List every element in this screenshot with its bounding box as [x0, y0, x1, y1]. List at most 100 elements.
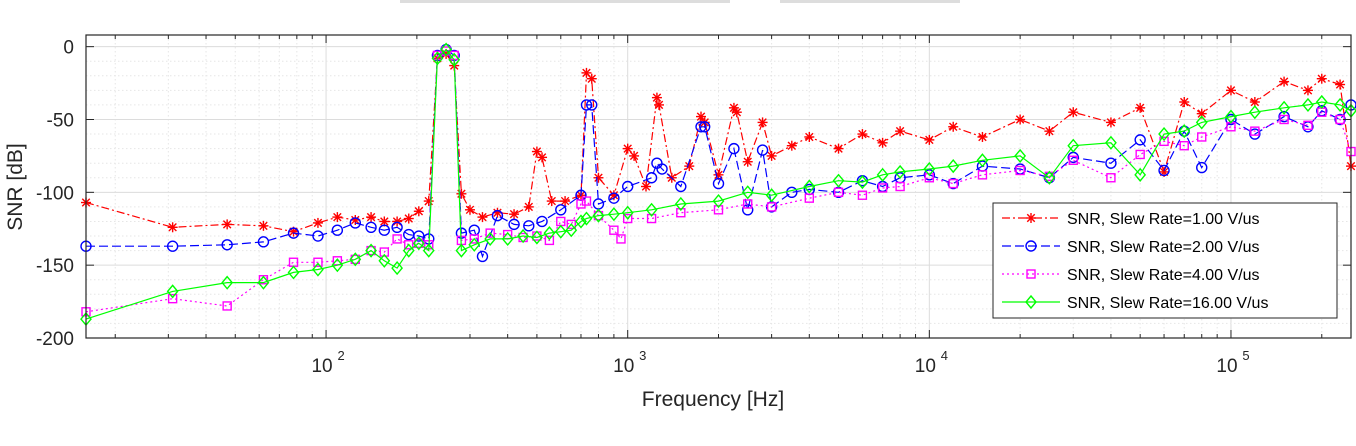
data-point [1225, 109, 1237, 124]
data-point [876, 167, 889, 182]
data-point [392, 216, 403, 227]
x-tick-label: 10 [311, 356, 332, 377]
data-point [629, 150, 640, 161]
data-point [895, 181, 905, 192]
data-point [391, 221, 403, 233]
data-point [586, 73, 597, 84]
legend-marker [1025, 240, 1037, 252]
data-point [440, 42, 453, 57]
data-point [456, 188, 467, 199]
data-point [622, 213, 633, 224]
data-point [895, 126, 906, 137]
legend-entry-1: SNR, Slew Rate=1.00 V/us [1067, 211, 1260, 228]
series-1 [81, 48, 1356, 237]
data-point [1178, 124, 1191, 139]
x-tick-label-exponent: 2 [337, 348, 344, 363]
data-point [1068, 107, 1079, 118]
data-point [675, 180, 687, 193]
data-point [544, 235, 555, 246]
data-point [422, 243, 435, 258]
data-point [786, 186, 798, 199]
data-point [947, 177, 959, 190]
data-point [1225, 113, 1237, 126]
data-point [423, 196, 434, 207]
data-point [645, 202, 658, 217]
data-point [654, 99, 665, 110]
data-point [1249, 128, 1261, 140]
y-tick-label: -50 [47, 110, 74, 131]
data-point [728, 142, 740, 155]
data-point [948, 178, 958, 189]
series-line [85, 48, 1352, 320]
y-tick-label: -200 [36, 329, 74, 350]
x-tick-label-exponent: 4 [941, 348, 948, 363]
data-point [608, 192, 620, 204]
data-point [413, 206, 424, 217]
data-point [1315, 94, 1328, 110]
y-axis-label: SNR [dB] [4, 143, 27, 231]
data-point [543, 226, 556, 241]
legend-marker [1026, 213, 1036, 223]
data-point [412, 236, 425, 251]
legend-box [992, 202, 1338, 319]
data-point [833, 143, 844, 154]
data-point [1197, 132, 1207, 142]
data-point [1015, 114, 1026, 125]
data-point [523, 201, 534, 212]
data-point [698, 121, 711, 133]
data-point [832, 173, 845, 188]
data-point [485, 228, 495, 238]
data-point [765, 188, 778, 203]
data-point [641, 181, 652, 192]
grid-lines [86, 35, 1351, 339]
data-point [712, 177, 725, 190]
data-point [586, 99, 598, 111]
data-point [592, 208, 605, 223]
data-point [469, 234, 479, 244]
data-point [1134, 167, 1147, 182]
data-point [924, 134, 935, 145]
data-point [609, 225, 619, 235]
legend-entry-3: SNR, Slew Rate=4.00 V/us [1067, 267, 1260, 284]
data-point [877, 183, 888, 193]
data-point [257, 236, 270, 248]
data-point [695, 121, 707, 133]
x-tick-labels: 10 2 10 3 10 4 10 5 [311, 348, 1249, 377]
data-point [1106, 173, 1116, 183]
data-point [713, 205, 724, 215]
data-point [501, 231, 514, 247]
data-point [580, 211, 593, 226]
data-point [517, 228, 530, 244]
data-point [616, 234, 626, 244]
data-point [1303, 120, 1313, 131]
data-point [742, 204, 754, 216]
data-point [349, 217, 361, 229]
legend-entry-4: SNR, Slew Rate=16.00 V/us [1067, 295, 1268, 312]
data-point [607, 207, 620, 222]
data-point [948, 121, 959, 132]
data-point [476, 250, 489, 263]
data-point [857, 190, 868, 200]
data-point [621, 180, 634, 193]
data-point [1195, 115, 1208, 130]
data-point [575, 214, 587, 229]
data-point [923, 161, 936, 177]
data-point [1248, 105, 1261, 120]
data-point [1302, 97, 1314, 113]
data-point [312, 262, 324, 277]
data-point [464, 204, 475, 215]
data-point [712, 193, 725, 209]
data-point [536, 215, 548, 228]
data-point [1105, 117, 1116, 128]
data-point [1179, 97, 1190, 108]
data-point [580, 99, 593, 111]
data-point [378, 253, 391, 268]
data-point [258, 220, 269, 231]
data-point [221, 275, 234, 290]
data-point [287, 265, 300, 280]
data-point [1068, 155, 1078, 165]
data-point [947, 159, 960, 174]
data-point [312, 230, 324, 242]
data-point [786, 140, 797, 151]
